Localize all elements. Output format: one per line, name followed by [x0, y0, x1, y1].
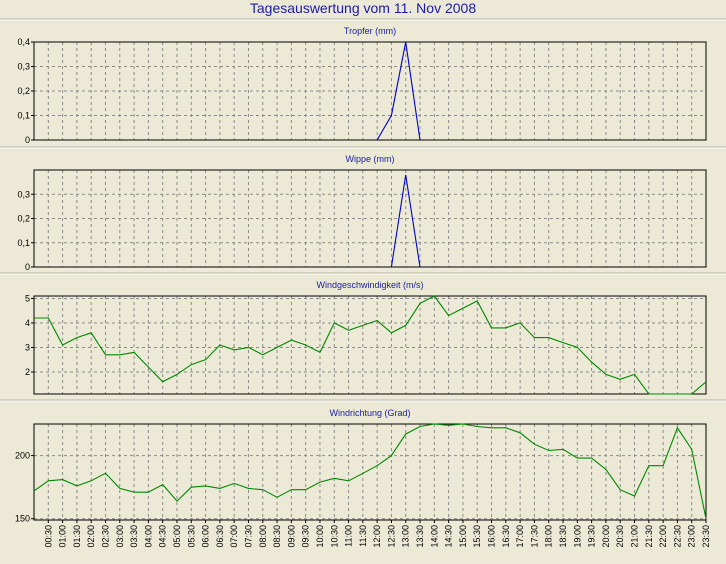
x-tick-label: 16:30 — [501, 525, 511, 548]
x-tick-label: 13:30 — [415, 525, 425, 548]
y-tick-label: 0,4 — [17, 37, 30, 47]
x-tick-label: 05:00 — [172, 525, 182, 548]
x-tick-label: 22:00 — [658, 525, 668, 548]
series-line — [34, 295, 707, 395]
x-tick-label: 12:00 — [372, 525, 382, 548]
plot-frame — [33, 169, 707, 268]
chart-title: Tropfer (mm) — [344, 26, 396, 36]
x-tick-label: 09:00 — [286, 525, 296, 548]
x-tick-label: 16:00 — [487, 525, 497, 548]
x-tick-label: 22:30 — [672, 525, 682, 548]
series-line — [390, 174, 421, 268]
x-tick-label: 09:30 — [301, 525, 311, 548]
y-tick-label: 0,1 — [17, 238, 30, 248]
chart-panel-4: Windrichtung (Grad) 150 200 00:30 01:00 01:30… — [0, 399, 726, 548]
y-tick-label: 2 — [25, 367, 30, 377]
chart-title: Wippe (mm) — [346, 154, 395, 164]
plot-frame — [33, 423, 707, 521]
chart-panel-2: Wippe (mm) 0 0,1 0,2 0,3 — [0, 146, 726, 272]
series-line — [33, 423, 707, 519]
x-tick-label: 05:30 — [186, 525, 196, 548]
y-tick-label: 0,2 — [17, 214, 30, 224]
x-tick-label: 21:30 — [644, 525, 654, 548]
x-tick-label: 15:30 — [472, 525, 482, 548]
y-tick-label: 0 — [25, 135, 30, 145]
x-tick-label: 18:30 — [558, 525, 568, 548]
chart-panel-1: Tropfer (mm) 0 0,1 0,2 0,3 0,4 — [0, 18, 726, 145]
y-tick-label: 0 — [25, 262, 30, 272]
y-tick-label: 0,3 — [17, 62, 30, 72]
x-tick-label: 20:30 — [615, 525, 625, 548]
y-tick-label: 0,2 — [17, 86, 30, 96]
x-tick-label: 17:30 — [529, 525, 539, 548]
x-tick-label: 08:30 — [272, 525, 282, 548]
x-tick-label: 07:00 — [229, 525, 239, 548]
x-tick-label: 18:00 — [544, 525, 554, 548]
y-tick-label: 5 — [25, 293, 30, 303]
x-tick-label: 10:30 — [329, 525, 339, 548]
x-tick-label: 01:00 — [58, 525, 68, 548]
x-tick-label: 02:00 — [86, 525, 96, 548]
x-tick-label: 20:00 — [601, 525, 611, 548]
x-tick-label: 17:00 — [515, 525, 525, 548]
x-tick-label: 10:00 — [315, 525, 325, 548]
x-tick-label: 13:00 — [401, 525, 411, 548]
chart-panel-3: Windgeschwindigkeit (m/s) 2 3 4 5 — [0, 272, 726, 395]
x-tick-label: 14:00 — [429, 525, 439, 548]
x-tick-label: 07:30 — [243, 525, 253, 548]
chart-title: Windgeschwindigkeit (m/s) — [316, 280, 423, 290]
x-tick-label: 08:00 — [258, 525, 268, 548]
x-tick-label: 06:00 — [201, 525, 211, 548]
y-tick-label: 200 — [15, 451, 30, 461]
x-tick-label: 19:30 — [587, 525, 597, 548]
y-tick-label: 150 — [15, 514, 30, 524]
y-tick-label: 3 — [25, 342, 30, 352]
x-tick-label: 04:00 — [143, 525, 153, 548]
x-tick-label: 12:30 — [386, 525, 396, 548]
x-tick-label: 00:30 — [43, 525, 53, 548]
plot-frame — [33, 295, 707, 395]
x-tick-label: 11:30 — [358, 525, 368, 547]
x-tick-label: 06:30 — [215, 525, 225, 548]
x-tick-label: 04:30 — [158, 525, 168, 548]
x-tick-label: 01:30 — [72, 525, 82, 548]
x-tick-label: 15:00 — [458, 525, 468, 548]
series-line — [376, 41, 421, 141]
y-tick-label: 0,3 — [17, 189, 30, 199]
x-tick-label: 21:00 — [630, 525, 640, 548]
plot-frame — [33, 41, 707, 141]
x-tick-label: 23:00 — [687, 525, 697, 548]
x-tick-label: 19:00 — [572, 525, 582, 548]
chart-title: Windrichtung (Grad) — [329, 408, 410, 418]
y-tick-label: 4 — [25, 318, 30, 328]
y-tick-label: 0,1 — [17, 111, 30, 121]
x-tick-label: 23:30 — [701, 525, 711, 548]
x-tick-label: 14:30 — [444, 525, 454, 548]
x-tick-label: 03:30 — [129, 525, 139, 548]
x-tick-label: 11:00 — [344, 525, 354, 547]
x-tick-label: 03:00 — [115, 525, 125, 548]
page-title: Tagesauswertung vom 11. Nov 2008 — [249, 0, 477, 16]
x-tick-label: 02:30 — [100, 525, 110, 548]
